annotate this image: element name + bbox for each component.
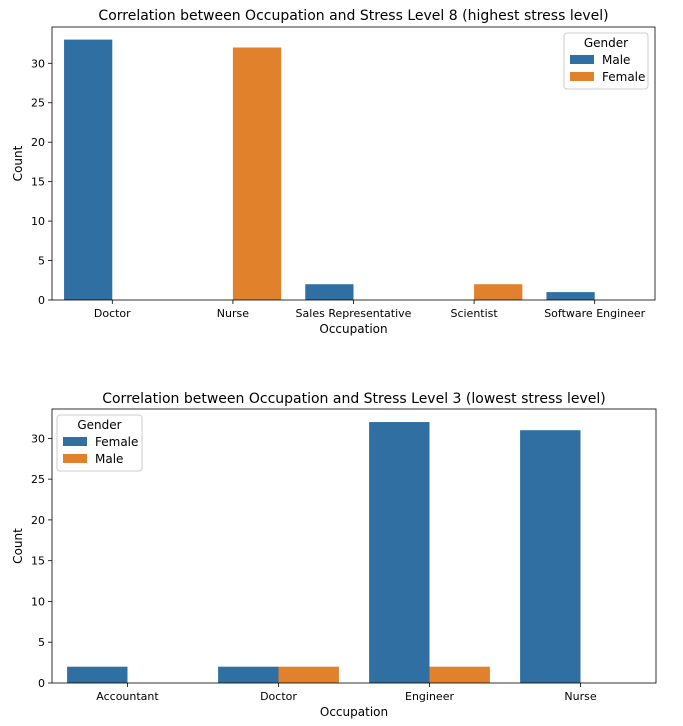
y-tick-label: 30 [31,432,45,445]
y-tick-label: 5 [38,636,45,649]
y-tick-label: 0 [38,294,45,307]
y-tick-label: 10 [31,215,45,228]
x-tick-label: Nurse [217,307,249,320]
x-tick-label: Engineer [405,690,454,703]
bar-female-engineer [369,422,430,683]
bar-female-nurse [232,47,282,300]
chart-1: Correlation between Occupation and Stres… [11,8,656,336]
x-tick-label: Accountant [96,690,159,703]
legend: Gender Female Male [56,414,143,472]
x-axis-label: Occupation [319,322,387,336]
bar-male-engineer [429,666,490,683]
y-axis-label: Count [11,145,25,181]
bar-female-doctor [218,666,279,683]
y-tick-label: 15 [31,176,45,189]
y-tick-label: 0 [38,677,45,690]
legend-label-female: Female [602,70,645,84]
bar-female-nurse [520,430,581,683]
legend-label-male: Male [602,53,630,67]
y-tick-label: 30 [31,57,45,70]
legend-swatch-female [63,437,87,446]
y-tick-label: 10 [31,595,45,608]
chart-2: Correlation between Occupation and Stres… [11,391,657,719]
bar-male-sales-representative [305,284,354,300]
x-tick-label: Doctor [260,690,297,703]
bar-female-accountant [67,666,128,683]
chart-title: Correlation between Occupation and Stres… [102,391,606,407]
legend: Gender Male Female [563,32,649,90]
bar-male-doctor [64,39,113,301]
x-tick-label: Software Engineer [544,307,645,320]
x-tick-label: Sales Representative [296,307,412,320]
legend-swatch-male [63,454,87,463]
legend-title: Gender [77,418,121,432]
y-tick-label: 5 [38,255,45,268]
x-tick-label: Scientist [450,307,498,320]
y-tick-label: 25 [31,473,45,486]
y-tick-label: 25 [31,97,45,110]
legend-title: Gender [584,36,628,50]
y-tick-label: 20 [31,514,45,527]
chart-title: Correlation between Occupation and Stres… [98,8,608,24]
legend-label-male: Male [95,452,123,466]
bar-male-doctor [278,666,339,683]
x-axis-label: Occupation [320,705,388,719]
y-axis-label: Count [11,528,25,564]
legend-label-female: Female [95,435,138,449]
y-tick-label: 15 [31,555,45,568]
bar-female-scientist [474,284,523,300]
legend-swatch-female [570,72,594,81]
x-tick-label: Doctor [94,307,131,320]
plot-frame [51,408,657,684]
x-tick-label: Nurse [564,690,596,703]
y-tick-label: 20 [31,136,45,149]
legend-swatch-male [570,55,594,64]
bar-male-software-engineer [546,292,595,300]
